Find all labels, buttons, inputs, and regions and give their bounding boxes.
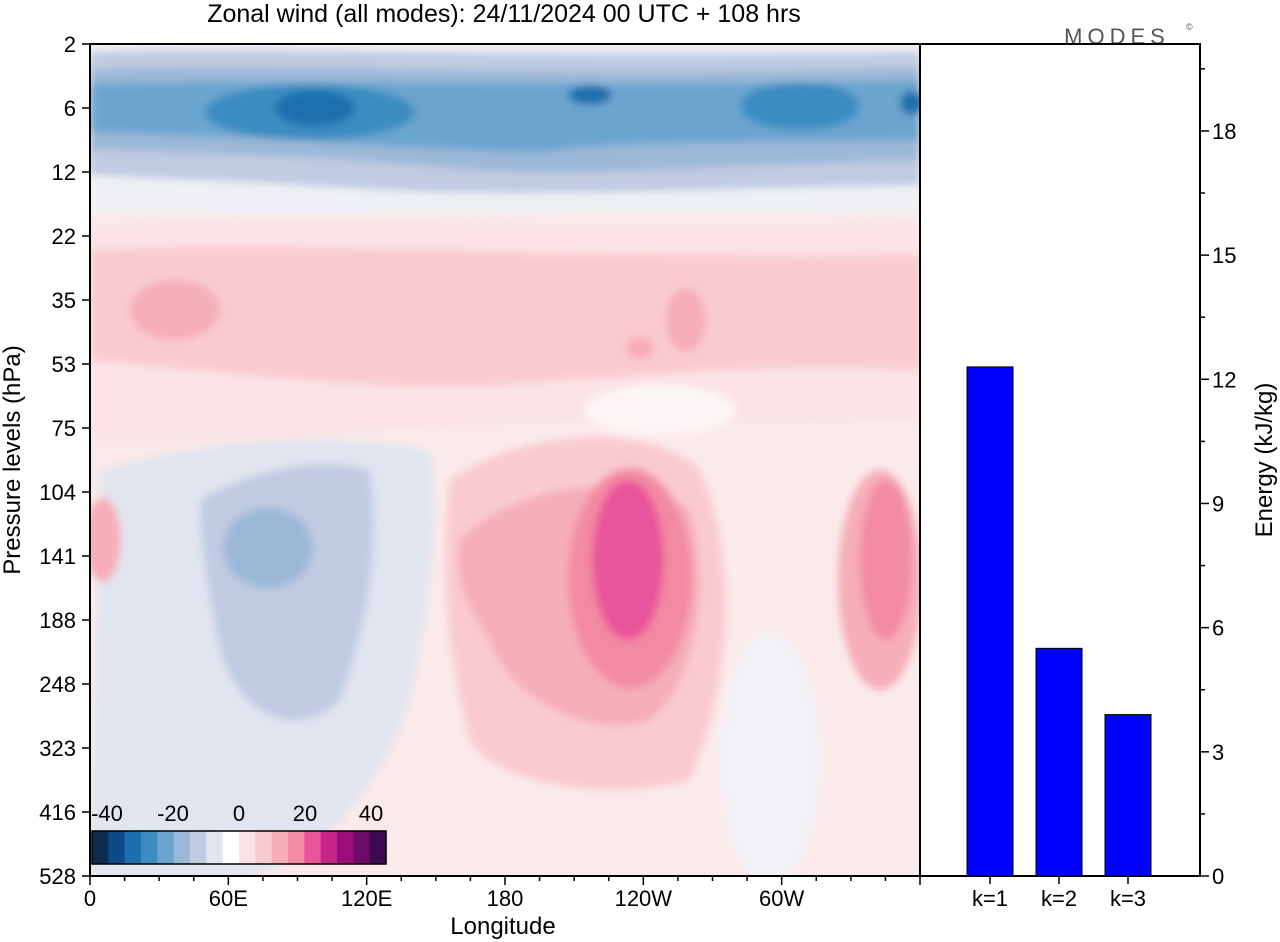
x-tick-label: 60W [759, 886, 804, 911]
wind-field [90, 44, 920, 876]
colorbar-swatch [206, 831, 224, 864]
energy-tick-label: 6 [1212, 616, 1224, 641]
colorbar-tick-label: 0 [233, 801, 245, 826]
x-tick-label: 180 [487, 886, 524, 911]
colorbar-swatch [108, 831, 126, 864]
x-tick-label: 60E [209, 886, 248, 911]
energy-axis-label: Energy (kJ/kg) [1251, 383, 1278, 538]
y-tick-label: 416 [39, 800, 76, 825]
y-tick-label: 35 [52, 288, 76, 313]
y-tick-label: 188 [39, 608, 76, 633]
contour-region [740, 82, 860, 130]
x-tick-label: 120W [615, 886, 673, 911]
energy-tick-label: 12 [1212, 367, 1236, 392]
x-axis-label: Longitude [450, 913, 555, 940]
energy-tick-label: 9 [1212, 491, 1224, 516]
y-axis-label: Pressure levels (hPa) [0, 345, 26, 574]
energy-bars: k=1 k=2 k=3 [966, 366, 1152, 911]
contour-region [90, 247, 920, 387]
y-tick-label: 104 [39, 480, 76, 505]
contour-region [275, 90, 355, 126]
contour-region [626, 336, 654, 360]
energy-bar [1104, 714, 1152, 877]
colorbar-swatch [304, 831, 322, 864]
bar-category-label: k=3 [1110, 886, 1146, 911]
bar-category-label: k=1 [972, 886, 1008, 911]
colorbar-swatch [255, 831, 273, 864]
colorbar-swatch [141, 831, 158, 864]
y-tick-label: 323 [39, 736, 76, 761]
energy-bar [966, 366, 1014, 877]
colorbar-swatch [337, 831, 354, 864]
y-tick-label: 22 [52, 224, 76, 249]
colorbar-swatch [239, 831, 256, 864]
y-tick-label: 6 [64, 96, 76, 121]
contour-region [568, 85, 612, 105]
colorbar-tick-label: 20 [293, 801, 317, 826]
energy-tick-label: 0 [1212, 864, 1224, 889]
y-tick-label: 141 [39, 544, 76, 569]
modes-logo-mark: © [1186, 22, 1193, 32]
colorbar-tick-label: 40 [359, 801, 383, 826]
contour-region [666, 288, 706, 352]
x-tick-label: 120E [341, 886, 392, 911]
y-tick-label: 528 [39, 864, 76, 889]
colorbar-swatch [369, 831, 387, 864]
y-tick-label: 75 [52, 416, 76, 441]
contour-region [585, 385, 735, 435]
bar-category-label: k=2 [1041, 886, 1077, 911]
y-tick-label: 2 [64, 32, 76, 57]
colorbar-frame [91, 830, 387, 865]
colorbar-swatch [222, 831, 240, 864]
y-tick-label: 53 [52, 352, 76, 377]
chart-title: Zonal wind (all modes): 24/11/2024 00 UT… [207, 0, 801, 28]
pressure-axis: 2 6 12 22 35 53 75 104 141 188 248 323 416 528 [39, 32, 90, 889]
colorbar-swatch [320, 831, 338, 864]
colorbar-tick-label: -20 [157, 801, 189, 826]
colorbar-swatch [157, 831, 175, 864]
contour-region [900, 91, 920, 115]
x-tick-label: 0 [84, 886, 96, 911]
colorbar-swatch [353, 831, 371, 864]
colorbar-swatch [288, 831, 305, 864]
y-tick-label: 12 [52, 160, 76, 185]
colorbar: -40 -20 0 20 40 [91, 801, 387, 865]
energy-axis: 0 3 6 9 12 15 18 [1200, 68, 1236, 889]
energy-tick-label: 3 [1212, 740, 1224, 765]
contour-region [223, 508, 313, 588]
energy-tick-label: 18 [1212, 119, 1236, 144]
colorbar-swatch [190, 831, 207, 864]
contour-region [90, 498, 121, 582]
contour-region [860, 480, 912, 640]
longitude-axis: 0 60E 120E 180 120W 60W [84, 876, 921, 911]
contour-region [720, 630, 820, 876]
energy-bar [1035, 647, 1083, 877]
colorbar-tick-label: -40 [91, 801, 123, 826]
colorbar-swatch [271, 831, 289, 864]
contour-region [592, 480, 664, 640]
colorbar-swatch [173, 831, 191, 864]
energy-tick-label: 15 [1212, 243, 1236, 268]
contour-region [130, 280, 220, 340]
colorbar-swatch [124, 831, 142, 864]
y-tick-label: 248 [39, 672, 76, 697]
colorbar-swatch [92, 831, 109, 864]
